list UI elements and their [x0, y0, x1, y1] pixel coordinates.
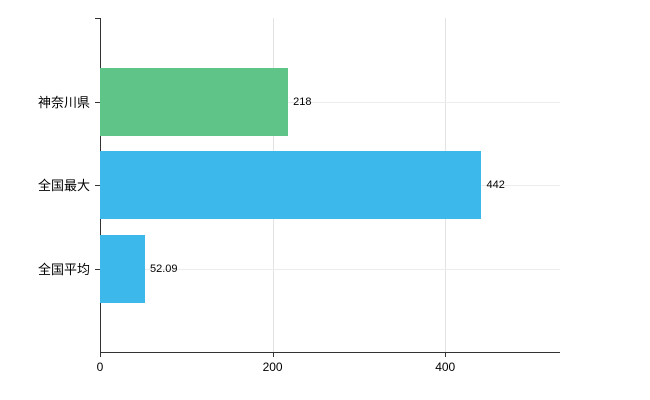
x-tick-label: 0 — [96, 360, 104, 374]
y-axis-tick — [95, 18, 100, 19]
y-axis-tick — [95, 268, 100, 270]
x-axis-tick — [100, 352, 101, 357]
x-axis-tick — [272, 352, 274, 357]
x-tick-label: 400 — [435, 360, 456, 374]
bar-value-label: 218 — [293, 95, 312, 108]
y-axis-tick — [95, 101, 100, 103]
y-axis-tick — [95, 185, 100, 186]
x-tick-label: 200 — [262, 360, 283, 374]
bar-2[interactable] — [100, 151, 482, 219]
bar-value-label: 52.09 — [149, 262, 178, 275]
category-label: 全国平均 — [37, 261, 90, 277]
category-label: 全国最大 — [37, 178, 90, 193]
horizontal-gridline — [100, 268, 560, 270]
bar-3[interactable] — [100, 234, 145, 303]
bar-value-label: 442 — [486, 179, 505, 191]
horizontal-gridline — [100, 101, 560, 103]
x-axis-line — [100, 352, 560, 353]
x-axis-tick — [445, 352, 447, 357]
category-label: 神奈川県 — [37, 94, 90, 110]
bar-1[interactable] — [100, 67, 289, 136]
